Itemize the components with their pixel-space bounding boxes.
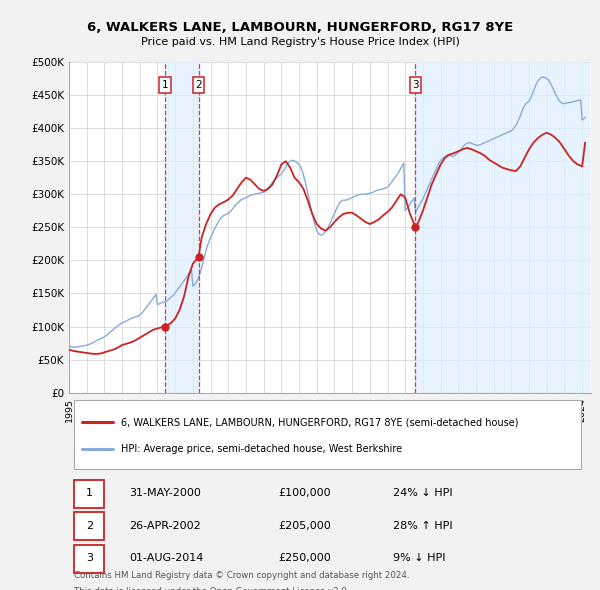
Text: 6, WALKERS LANE, LAMBOURN, HUNGERFORD, RG17 8YE (semi-detached house): 6, WALKERS LANE, LAMBOURN, HUNGERFORD, R… — [121, 417, 519, 427]
FancyBboxPatch shape — [74, 480, 104, 507]
Text: £100,000: £100,000 — [278, 488, 331, 498]
Text: Price paid vs. HM Land Registry's House Price Index (HPI): Price paid vs. HM Land Registry's House … — [140, 37, 460, 47]
Text: 2: 2 — [86, 521, 93, 531]
Text: £250,000: £250,000 — [278, 553, 331, 563]
Text: 24% ↓ HPI: 24% ↓ HPI — [392, 488, 452, 498]
Text: 1: 1 — [161, 80, 168, 90]
Bar — [165, 62, 199, 393]
FancyBboxPatch shape — [74, 512, 104, 540]
Text: 2: 2 — [195, 80, 202, 90]
Text: 28% ↑ HPI: 28% ↑ HPI — [392, 521, 452, 531]
Text: Contains HM Land Registry data © Crown copyright and database right 2024.: Contains HM Land Registry data © Crown c… — [74, 571, 410, 581]
Text: This data is licensed under the Open Government Licence v3.0.: This data is licensed under the Open Gov… — [74, 586, 350, 590]
Text: 3: 3 — [412, 80, 419, 90]
Text: 3: 3 — [86, 553, 93, 563]
Text: 26-APR-2002: 26-APR-2002 — [129, 521, 201, 531]
Text: 6, WALKERS LANE, LAMBOURN, HUNGERFORD, RG17 8YE: 6, WALKERS LANE, LAMBOURN, HUNGERFORD, R… — [87, 21, 513, 34]
FancyBboxPatch shape — [74, 545, 104, 573]
Text: 1: 1 — [86, 488, 93, 498]
Text: 9% ↓ HPI: 9% ↓ HPI — [392, 553, 445, 563]
FancyBboxPatch shape — [74, 400, 581, 469]
Text: 01-AUG-2014: 01-AUG-2014 — [129, 553, 203, 563]
Text: HPI: Average price, semi-detached house, West Berkshire: HPI: Average price, semi-detached house,… — [121, 444, 403, 454]
Text: 31-MAY-2000: 31-MAY-2000 — [129, 488, 201, 498]
Text: £205,000: £205,000 — [278, 521, 331, 531]
Bar — [415, 62, 589, 393]
